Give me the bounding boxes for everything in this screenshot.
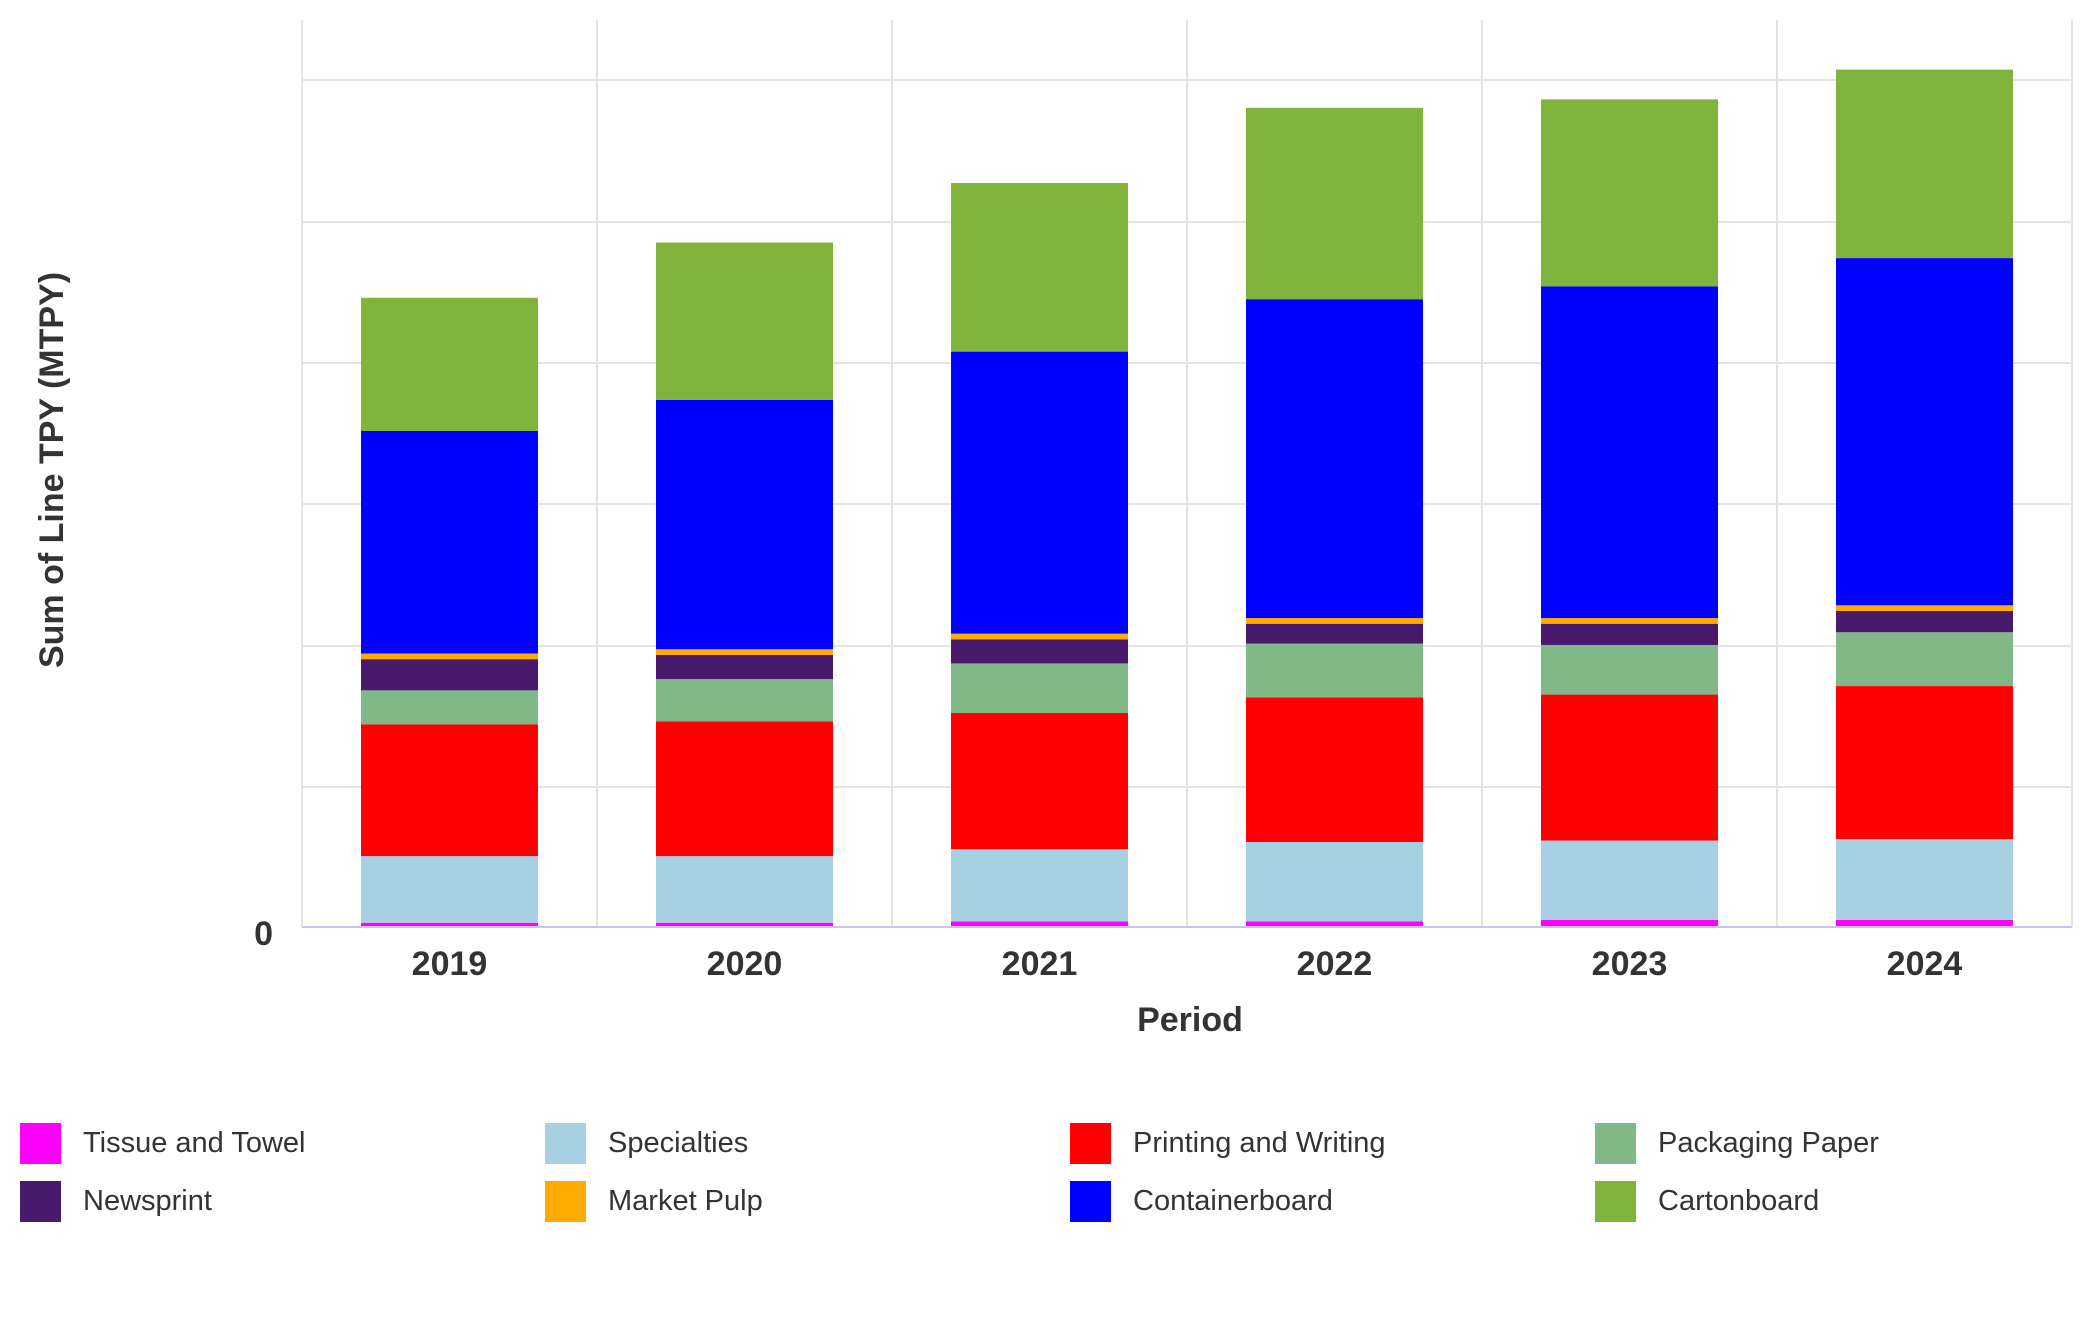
legend-label: Specialties [608,1126,749,1159]
bar-tissue-and-towel-2019 [361,922,538,927]
y-tick-label: 0 [254,915,273,953]
bar-cartonboard-2024 [1836,69,2013,259]
bar-specialties-2024 [1836,839,2013,920]
bar-printing-and-writing-2021 [951,713,1128,850]
legend-swatch [20,1122,61,1164]
x-tick-labels: 2019 2020 2021 2022 2023 2024 [412,945,1963,983]
bar-market-pulp-2019 [361,653,538,660]
legend-label: Containerboard [1133,1184,1333,1217]
grid-lines [301,20,2073,927]
bar-newsprint-2021 [951,639,1128,664]
legend-label: Tissue and Towel [83,1126,306,1159]
bar-cartonboard-2019 [361,297,538,431]
bar-specialties-2022 [1246,841,1423,922]
bar-containerboard-2024 [1836,258,2013,606]
x-axis-title: Period [1137,1001,1243,1039]
bar-cartonboard-2023 [1541,99,1718,287]
legend: Tissue and Towel Specialties Printing and … [20,1122,2100,1252]
legend-label: Printing and Writing [1133,1126,1386,1159]
legend-swatch [545,1180,586,1222]
bar-specialties-2021 [951,849,1128,922]
legend-swatch [20,1180,61,1222]
bar-tissue-and-towel-2022 [1246,921,1423,927]
x-tick-label: 2019 [412,945,488,983]
y-axis-title: Sum of Line TPY (MTPY) [33,272,71,668]
bar-newsprint-2022 [1246,623,1423,644]
legend-label: Cartonboard [1658,1184,1820,1217]
bar-specialties-2019 [361,856,538,923]
bar-printing-and-writing-2019 [361,724,538,857]
bar-tissue-and-towel-2021 [951,921,1128,927]
legend-swatch [1070,1122,1111,1164]
bar-market-pulp-2022 [1246,618,1423,624]
bars [361,69,2013,927]
legend-label: Market Pulp [608,1184,763,1217]
bar-packaging-paper-2019 [361,690,538,725]
bar-containerboard-2021 [951,351,1128,634]
legend-label: Newsprint [83,1184,212,1217]
bar-specialties-2023 [1541,840,1718,920]
bar-cartonboard-2020 [656,242,833,400]
bar-packaging-paper-2020 [656,678,833,722]
legend-swatch [545,1122,586,1164]
bar-newsprint-2020 [656,654,833,679]
bar-newsprint-2019 [361,659,538,691]
bar-packaging-paper-2023 [1541,644,1718,695]
legend-item[interactable]: Containerboard [1070,1180,1333,1222]
legend-item[interactable]: Printing and Writing [1070,1122,1386,1164]
bar-printing-and-writing-2023 [1541,694,1718,841]
x-tick-label: 2020 [707,945,783,983]
bar-tissue-and-towel-2020 [656,922,833,927]
bar-cartonboard-2022 [1246,107,1423,300]
bar-cartonboard-2021 [951,182,1128,352]
legend-item[interactable]: Packaging Paper [1595,1122,1879,1164]
bar-tissue-and-towel-2023 [1541,919,1718,927]
bar-containerboard-2020 [656,399,833,650]
bar-printing-and-writing-2022 [1246,697,1423,842]
bar-containerboard-2022 [1246,299,1423,619]
x-tick-label: 2023 [1592,945,1668,983]
legend-swatch [1595,1122,1636,1164]
legend-item[interactable]: Tissue and Towel [20,1122,305,1164]
bar-packaging-paper-2021 [951,663,1128,714]
bar-market-pulp-2024 [1836,605,2013,611]
x-tick-label: 2022 [1297,945,1373,983]
x-tick-label: 2021 [1002,945,1078,983]
legend-item[interactable]: Specialties [545,1122,748,1164]
bar-packaging-paper-2024 [1836,632,2013,687]
bar-packaging-paper-2022 [1246,643,1423,698]
bar-containerboard-2019 [361,430,538,654]
bar-tissue-and-towel-2024 [1836,919,2013,927]
legend-item[interactable]: Cartonboard [1595,1180,1819,1222]
bar-printing-and-writing-2024 [1836,686,2013,840]
bar-market-pulp-2020 [656,649,833,655]
bar-specialties-2020 [656,856,833,923]
legend-item[interactable]: Market Pulp [545,1180,763,1222]
x-tick-label: 2024 [1887,945,1963,983]
bar-containerboard-2023 [1541,286,1718,619]
legend-item[interactable]: Newsprint [20,1180,212,1222]
legend-swatch [1070,1180,1111,1222]
bar-market-pulp-2021 [951,633,1128,640]
bar-market-pulp-2023 [1541,618,1718,624]
legend-label: Packaging Paper [1658,1126,1879,1159]
bar-printing-and-writing-2020 [656,721,833,857]
legend-swatch [1595,1180,1636,1222]
bar-newsprint-2024 [1836,610,2013,633]
bar-newsprint-2023 [1541,623,1718,645]
